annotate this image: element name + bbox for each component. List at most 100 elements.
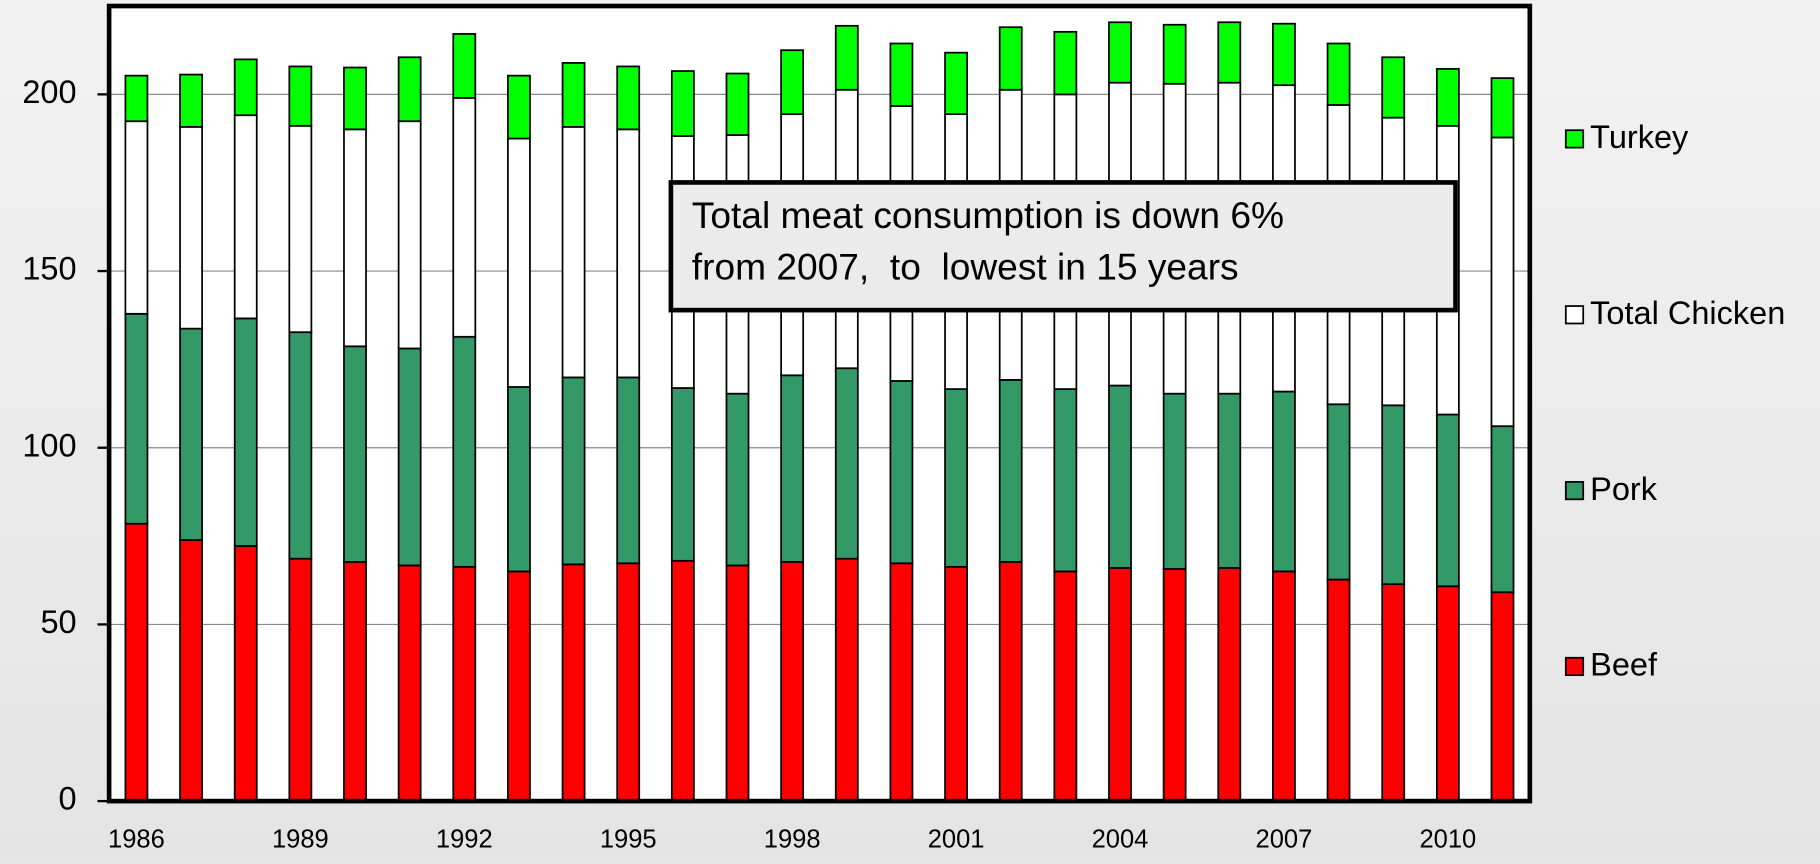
annotation-box [668, 180, 1458, 313]
x-tick-label: 1989 [272, 825, 329, 853]
bar-segment [561, 126, 586, 379]
bar-segment [834, 367, 859, 560]
y-tick-label: 0 [59, 781, 77, 817]
x-tick-label: 2004 [1092, 825, 1149, 853]
plot-border [106, 3, 1533, 804]
bar-segment [343, 561, 367, 802]
y-tick-label: 150 [22, 251, 76, 287]
bar-segment [561, 563, 586, 802]
legend-label: Total Chicken [1590, 295, 1785, 331]
bar-segment [343, 345, 367, 563]
bar-segment [616, 562, 641, 802]
bar-segment [616, 65, 641, 131]
bar-segment [233, 114, 258, 320]
bar-segment [1326, 578, 1351, 802]
bar-segment [561, 62, 586, 128]
bar-segment [397, 56, 422, 123]
bar-segment [397, 347, 422, 567]
bar-segment [889, 42, 914, 107]
bar-segment [780, 49, 805, 116]
legend-swatch [1564, 481, 1585, 501]
bar-segment [507, 137, 531, 388]
bar-segment [780, 374, 805, 563]
bar-segment [397, 564, 422, 802]
y-tick-label: 50 [40, 604, 76, 640]
bar-segment [343, 128, 367, 348]
bar-segment [1326, 403, 1351, 581]
bar-segment [1108, 567, 1132, 802]
x-tick-label: 1995 [600, 825, 657, 853]
bar-segment [1108, 21, 1132, 84]
bar-segment [1053, 30, 1078, 96]
x-tick-label: 1986 [108, 825, 165, 853]
bar-segment [1162, 392, 1187, 570]
bar-segment [1217, 567, 1242, 802]
bar-segment [1435, 413, 1460, 588]
bar-segment [670, 387, 695, 562]
y-tick-label: 200 [22, 74, 76, 110]
bar-segment [1490, 136, 1515, 428]
bar-segment [124, 522, 149, 802]
bar-segment [452, 565, 477, 802]
bar-segment [124, 74, 149, 123]
bar-segment [179, 539, 203, 802]
legend-swatch [1564, 129, 1585, 149]
bar-segment [124, 120, 149, 315]
bar-segment [124, 312, 149, 525]
bar-segment [944, 51, 968, 116]
bar-segment [452, 335, 477, 568]
bar-segment [616, 128, 641, 379]
bar-segment [288, 331, 313, 560]
bar-segment [725, 564, 750, 802]
bar-segment [343, 66, 367, 131]
bar-segment [1381, 583, 1406, 802]
bar-segment [834, 24, 859, 91]
bar-segment [452, 33, 477, 99]
bar-segment [452, 97, 477, 338]
bar-segment [288, 557, 313, 802]
bar-segment [1162, 23, 1187, 85]
bar-segment [179, 73, 203, 128]
bar-segment [1108, 384, 1132, 569]
bar-segment [507, 74, 531, 140]
x-tick-label: 2007 [1256, 825, 1313, 853]
bar-segment [944, 565, 968, 802]
plot-area [109, 6, 1530, 802]
legend-label: Turkey [1590, 119, 1689, 155]
bar-segment [670, 559, 695, 802]
bar-segment [1326, 42, 1351, 106]
bar-segment [670, 70, 695, 137]
bar-segment [725, 392, 750, 567]
bar-segment [179, 126, 203, 330]
annotation-text: Total meat consumption is down 6% [692, 194, 1284, 236]
bar-segment [1217, 392, 1242, 569]
bar-segment [507, 386, 531, 573]
bar-segment [1381, 404, 1406, 586]
bar-segment [1217, 21, 1242, 84]
bar-segment [507, 570, 531, 802]
bar-segment [233, 58, 258, 117]
bar-segment [1053, 388, 1078, 573]
legend-label: Beef [1590, 647, 1658, 683]
bar-segment [998, 26, 1023, 91]
x-tick-label: 1992 [436, 825, 493, 853]
bar-segment [889, 562, 914, 802]
bar-segment [1435, 68, 1460, 127]
bar-segment [1272, 390, 1296, 573]
bar-segment [179, 327, 203, 541]
legend-swatch [1564, 656, 1585, 677]
bar-segment [1435, 585, 1460, 802]
x-tick-label: 1998 [764, 825, 821, 853]
bar-segment [1053, 570, 1078, 802]
x-tick-label: 2001 [928, 825, 985, 853]
bar-segment [998, 561, 1023, 802]
bar-segment [725, 72, 750, 136]
bar-segment [944, 388, 968, 568]
bar-segment [1381, 56, 1406, 119]
bar-segment [1490, 77, 1515, 139]
legend-swatch [1564, 305, 1585, 325]
bar-segment [288, 65, 313, 127]
x-tick-label: 2010 [1419, 825, 1476, 853]
bar-segment [397, 120, 422, 350]
legend-label: Pork [1590, 471, 1658, 507]
